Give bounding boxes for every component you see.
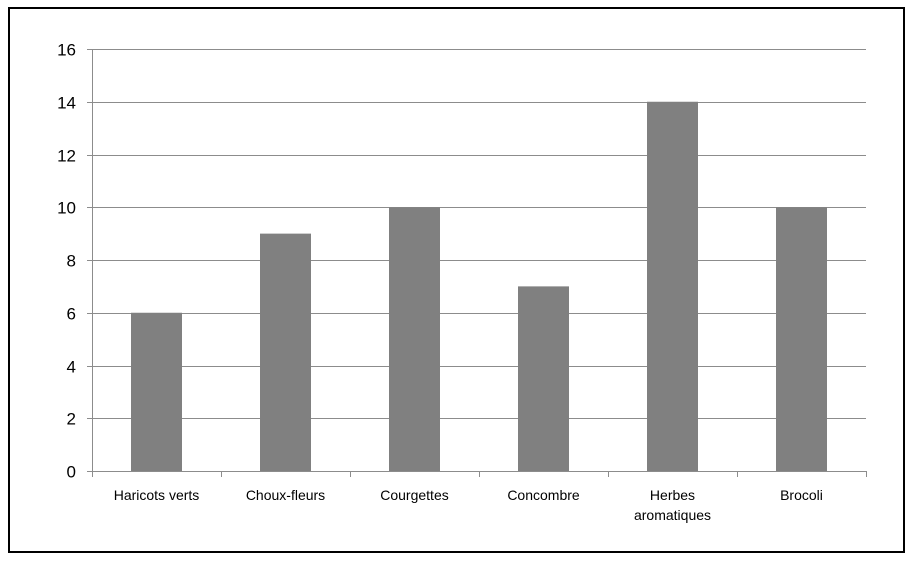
x-tick-label: Haricots verts	[114, 487, 200, 503]
labels: 0 2 4 6 8 10 12 14 16 Haricots verts Choux-fleurs C…	[57, 41, 823, 524]
x-tick-label-line: Courgettes	[380, 487, 448, 503]
bar-0	[131, 312, 182, 471]
x-tick-label-line: Choux-fleurs	[246, 487, 325, 503]
y-tick-label: 4	[67, 358, 76, 377]
x-tick-label-line: Concombre	[507, 487, 580, 503]
x-tick-label-line: aromatiques	[634, 507, 711, 523]
x-tick-label: Concombre	[507, 487, 580, 503]
y-tick-label: 8	[67, 252, 76, 271]
y-tick-label: 6	[67, 305, 76, 324]
x-tick-label: Brocoli	[780, 487, 823, 503]
x-tick-label: Choux-fleurs	[246, 487, 325, 503]
x-tick-label: Courgettes	[380, 487, 448, 503]
bar-4	[647, 101, 698, 471]
x-tick-label: Herbes aromatiques	[634, 487, 711, 523]
y-tick-label: 0	[67, 463, 76, 482]
bar-5	[776, 207, 827, 471]
x-tick-label-line: Brocoli	[780, 487, 823, 503]
y-tick-label: 2	[67, 410, 76, 429]
bar-3	[518, 286, 569, 471]
bars	[131, 101, 827, 471]
bar-1	[260, 233, 311, 471]
y-tick-label: 12	[57, 147, 76, 166]
y-tick-label: 10	[57, 199, 76, 218]
y-tick-label: 14	[57, 94, 76, 113]
gridlines	[92, 49, 866, 419]
axes	[87, 49, 867, 477]
bar-2	[389, 207, 440, 471]
x-tick-label-line: Herbes	[650, 487, 695, 503]
x-tick-label-line: Haricots verts	[114, 487, 200, 503]
y-tick-label: 16	[57, 41, 76, 60]
